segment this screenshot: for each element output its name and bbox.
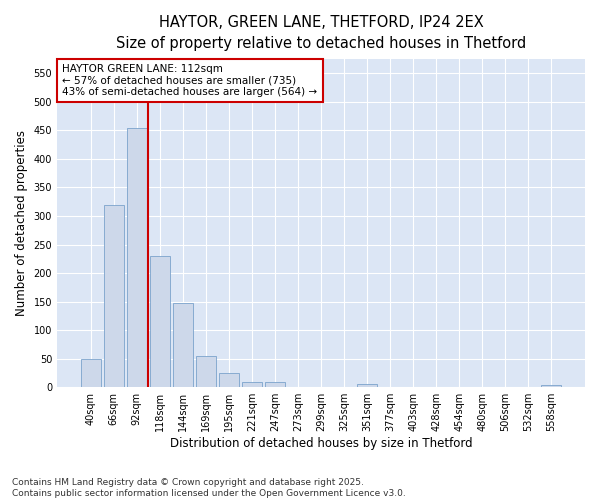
Bar xyxy=(219,373,239,387)
Bar xyxy=(173,303,193,387)
Bar xyxy=(288,386,308,387)
Y-axis label: Number of detached properties: Number of detached properties xyxy=(15,130,28,316)
Bar xyxy=(127,128,146,387)
Bar xyxy=(541,385,561,387)
Bar xyxy=(265,382,285,387)
X-axis label: Distribution of detached houses by size in Thetford: Distribution of detached houses by size … xyxy=(170,437,472,450)
Text: HAYTOR GREEN LANE: 112sqm
← 57% of detached houses are smaller (735)
43% of semi: HAYTOR GREEN LANE: 112sqm ← 57% of detac… xyxy=(62,64,317,97)
Bar xyxy=(150,256,170,387)
Bar xyxy=(196,356,216,387)
Title: HAYTOR, GREEN LANE, THETFORD, IP24 2EX
Size of property relative to detached hou: HAYTOR, GREEN LANE, THETFORD, IP24 2EX S… xyxy=(116,15,526,51)
Bar xyxy=(357,384,377,387)
Bar xyxy=(104,204,124,387)
Text: Contains HM Land Registry data © Crown copyright and database right 2025.
Contai: Contains HM Land Registry data © Crown c… xyxy=(12,478,406,498)
Bar xyxy=(242,382,262,387)
Bar xyxy=(403,386,423,387)
Bar xyxy=(81,358,101,387)
